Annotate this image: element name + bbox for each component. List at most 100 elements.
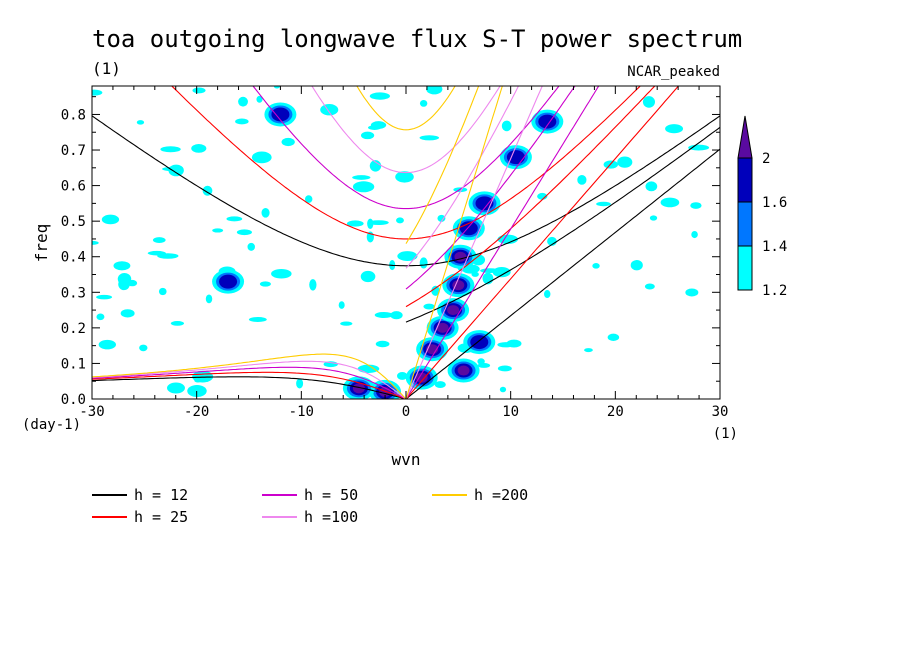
y-tick-label: 0.6 — [61, 179, 86, 195]
colorbar: 2 1.6 1.4 1.2 — [737, 115, 787, 299]
power-speckle — [390, 311, 403, 320]
x-tick-label: 0 — [402, 404, 410, 420]
power-speckle — [497, 365, 512, 372]
kelvin-curve — [405, 86, 600, 399]
colorbar-label: 1.6 — [762, 195, 787, 211]
power-speckle — [152, 237, 166, 243]
legend-label: h =100 — [304, 508, 358, 526]
colorbar-segment — [737, 245, 753, 291]
power-field — [92, 86, 710, 399]
legend-label: h = 12 — [134, 486, 188, 504]
power-speckle — [273, 86, 281, 89]
power-speckle — [419, 135, 440, 141]
power-speckle — [167, 382, 185, 394]
power-speckle — [396, 217, 404, 224]
power-speckle — [236, 229, 252, 236]
chart-subtitle-left: (1) — [92, 59, 121, 78]
kelvin-curve — [405, 148, 720, 399]
power-contour-peak — [452, 280, 465, 291]
rossby-curve — [92, 353, 407, 399]
power-speckle — [346, 220, 364, 227]
mrg-curve — [405, 86, 520, 269]
power-contour-peak — [415, 372, 428, 383]
power-speckle — [340, 321, 353, 326]
rossby-curve — [92, 371, 407, 399]
y-tick-label: 0.7 — [61, 143, 86, 159]
power-speckle — [397, 372, 408, 380]
power-speckle — [118, 278, 130, 291]
y-tick-label: 0.8 — [61, 107, 86, 123]
kelvin-curve — [405, 86, 543, 399]
power-speckle — [170, 321, 185, 326]
power-speckle — [256, 95, 263, 103]
power-speckle — [499, 386, 507, 393]
power-contour-peak — [457, 365, 470, 376]
power-speckle — [113, 261, 131, 271]
power-speckle — [251, 151, 272, 164]
power-speckle — [136, 120, 145, 125]
power-speckle — [160, 146, 181, 153]
power-contour-high — [271, 107, 290, 122]
inertia-gravity-curve — [171, 86, 641, 240]
power-speckle — [192, 87, 206, 94]
power-speckle — [168, 164, 184, 177]
power-speckle — [688, 144, 710, 151]
power-speckle — [642, 96, 656, 108]
mrg-curve — [405, 126, 720, 323]
y-units-label: (day-1) — [22, 417, 81, 433]
power-speckle — [352, 181, 375, 193]
x-tick-label: 30 — [712, 404, 729, 420]
chart-title: toa outgoing longwave flux S-T power spe… — [92, 25, 742, 53]
power-speckle — [645, 181, 658, 192]
power-speckle — [480, 268, 500, 274]
kelvin-curve — [405, 86, 503, 399]
colorbar-extension — [737, 115, 753, 159]
inertia-gravity-curve — [92, 115, 720, 267]
power-speckle — [690, 202, 702, 209]
colorbar-segment — [737, 201, 753, 247]
power-speckle — [649, 215, 658, 221]
power-contour-peak — [447, 305, 460, 316]
legend: h = 12 h = 25 h = 50 h =100 h =200 — [92, 486, 528, 526]
power-speckle — [685, 288, 699, 297]
power-speckle — [320, 104, 339, 116]
axes: -30 -20 -10 0 10 20 30 0.0 0.1 0.2 0.3 0.4 0.5 0.6 0.7… — [61, 86, 729, 420]
x-tick-label: -30 — [79, 404, 104, 420]
power-speckle — [360, 270, 376, 283]
power-speckle — [537, 192, 548, 200]
dispersion-curves — [92, 86, 720, 399]
power-speckle — [369, 160, 382, 172]
power-speckle — [617, 156, 633, 168]
power-speckle — [431, 285, 440, 296]
chart-subtitle-right: NCAR_peaked — [627, 64, 720, 80]
inertia-gravity-curve — [356, 86, 456, 131]
power-speckle — [338, 301, 345, 309]
power-speckle — [543, 290, 551, 299]
power-speckle — [434, 381, 446, 388]
power-speckle — [592, 262, 600, 269]
power-speckle — [296, 378, 304, 389]
power-speckle — [501, 120, 512, 132]
mrg-curve — [405, 86, 480, 244]
power-speckle — [367, 218, 374, 229]
power-speckle — [304, 195, 313, 203]
colorbar-label: 1.4 — [762, 239, 787, 255]
power-speckle — [368, 220, 389, 226]
power-speckle — [158, 287, 167, 296]
y-axis-label: freq — [32, 224, 51, 263]
legend-label: h =200 — [474, 486, 528, 504]
power-speckle — [375, 340, 390, 348]
power-speckle — [101, 214, 120, 225]
rossby-curve — [92, 366, 407, 399]
rossby-curve — [92, 360, 407, 399]
power-speckle — [147, 250, 166, 256]
power-speckle — [194, 378, 202, 383]
power-speckle — [369, 92, 390, 100]
power-speckle — [584, 348, 593, 353]
y-tick-label: 0.0 — [61, 392, 86, 408]
power-speckle — [395, 171, 414, 183]
y-tick-label: 0.1 — [61, 356, 86, 372]
power-contour-high — [506, 150, 525, 165]
colorbar-segment — [737, 157, 753, 203]
